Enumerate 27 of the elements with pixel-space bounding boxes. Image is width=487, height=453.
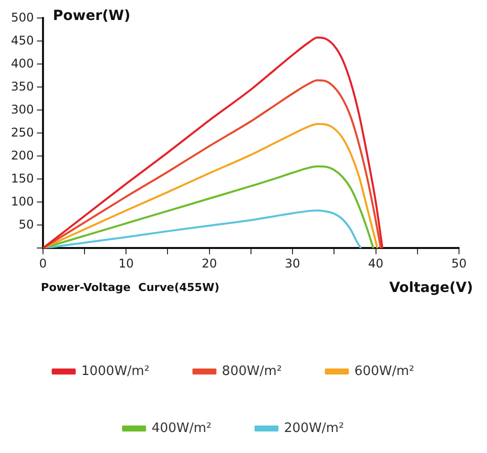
legend-label: 1000W/m² <box>81 364 150 379</box>
x-tick-label: 40 <box>368 256 384 270</box>
y-tick-label: 100 <box>11 194 34 208</box>
legend-label: 800W/m² <box>222 364 282 379</box>
line-series <box>42 123 378 248</box>
x-tick-label: 0 <box>39 256 47 270</box>
line-series <box>42 79 382 248</box>
y-tick-label: 400 <box>11 56 34 70</box>
y-tick-label: 500 <box>11 10 34 24</box>
legend-label: 600W/m² <box>354 364 414 379</box>
y-tick-label: 450 <box>11 33 34 48</box>
y-tick-label: 350 <box>11 79 34 94</box>
y-axis-title: Power(W) <box>52 8 130 24</box>
x-axis-title: Voltage(V) <box>389 280 473 296</box>
y-tick-label: 150 <box>11 171 34 186</box>
x-tick-label: 10 <box>118 256 134 270</box>
x-tick-label: 20 <box>202 256 217 270</box>
y-tick-label: 300 <box>11 102 34 116</box>
line-series <box>42 36 384 248</box>
text: Power-Voltage Curve(455W) <box>40 281 220 294</box>
legend-label: 400W/m² <box>152 420 212 436</box>
x-tick-label: 50 <box>451 256 467 270</box>
y-tick-label: 200 <box>11 148 34 162</box>
y-tick-label: 250 <box>11 125 34 140</box>
y-tick-label: 50 <box>18 217 34 232</box>
legend-label: 200W/m² <box>284 420 344 436</box>
x-tick-label: 30 <box>284 256 300 270</box>
